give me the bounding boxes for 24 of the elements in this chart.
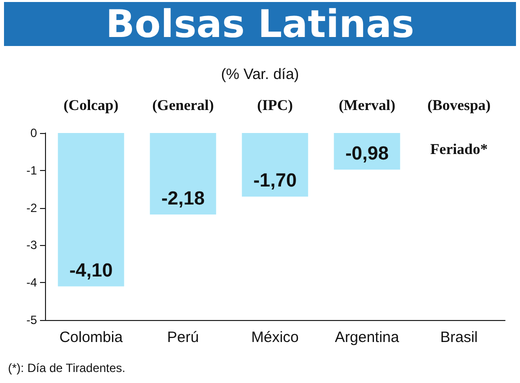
text: (Merval) bbox=[338, 98, 396, 114]
text: (General) bbox=[152, 98, 214, 114]
chart-title: Bolsas Latinas bbox=[106, 2, 414, 46]
text: (Colcap) bbox=[64, 98, 118, 114]
chart-subtitle: (% Var. día) bbox=[220, 66, 300, 83]
annotation: Feriado* bbox=[430, 142, 488, 158]
x-tick-label: México bbox=[251, 329, 299, 346]
x-tick-label: Colombia bbox=[59, 329, 124, 346]
data-label: -2,18 bbox=[161, 188, 205, 210]
x-tick-label: Argentina bbox=[334, 329, 400, 346]
y-tick-label: -1 bbox=[26, 163, 38, 178]
y-tick-label: -5 bbox=[26, 313, 38, 327]
y-tick-label: -2 bbox=[26, 200, 38, 215]
x-tick-label: Brasil bbox=[440, 329, 478, 346]
y-tick-label: -4 bbox=[26, 276, 38, 290]
text: (*): Día de Tiradentes. bbox=[8, 361, 126, 375]
data-label: -0,98 bbox=[345, 144, 389, 165]
y-tick-label: -3 bbox=[26, 238, 38, 252]
x-tick-label: Perú bbox=[167, 329, 199, 346]
text: (Bovespa) bbox=[427, 98, 491, 114]
y-tick-label: 0 bbox=[30, 126, 38, 140]
data-label: -4,10 bbox=[69, 260, 113, 282]
data-label: -1,70 bbox=[253, 170, 297, 192]
text: (IPC) bbox=[257, 98, 293, 114]
